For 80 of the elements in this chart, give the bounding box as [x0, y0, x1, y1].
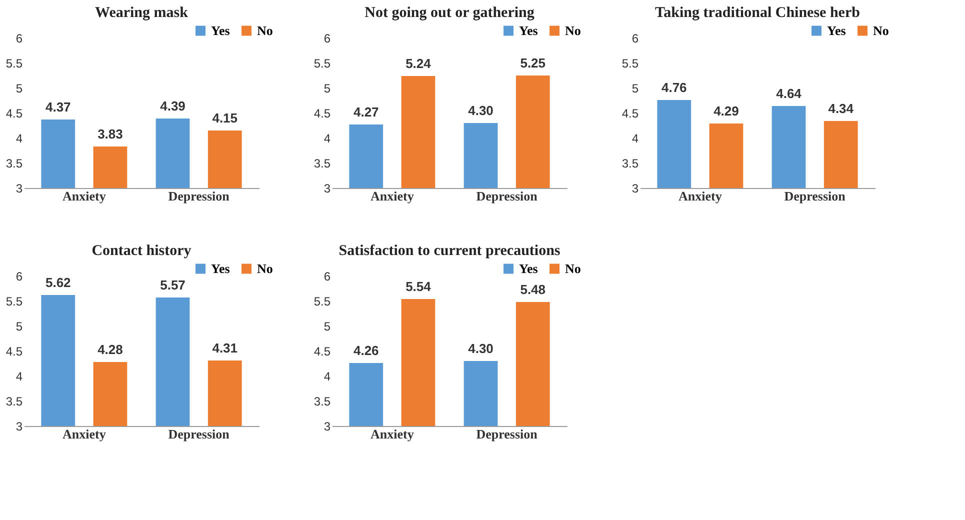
legend-label: No: [257, 22, 273, 38]
y-tick-label: 3.5: [622, 156, 639, 170]
y-tick-label: 5.5: [314, 294, 331, 308]
data-label: 5.24: [406, 56, 432, 71]
y-tick-label: 4.5: [314, 106, 331, 120]
y-tick-label: 6: [632, 32, 639, 46]
data-label: 4.26: [353, 343, 379, 358]
legend-label: No: [565, 22, 581, 38]
legend-label: No: [565, 260, 581, 276]
y-tick-label: 5: [324, 82, 331, 96]
data-label: 4.29: [714, 104, 739, 118]
y-tick-label: 3.5: [314, 394, 331, 408]
y-tick-label: 3.5: [314, 156, 331, 170]
legend-label: No: [257, 260, 273, 276]
data-label: 5.25: [520, 56, 546, 70]
x-tick-label: Depression: [168, 188, 230, 204]
data-label: 4.30: [468, 103, 494, 118]
y-tick-label: 5.5: [622, 56, 639, 70]
y-tick-label: 6: [324, 270, 331, 284]
chart-title: Satisfaction to current precautions: [338, 243, 560, 259]
data-label: 4.39: [160, 98, 186, 114]
data-label: 4.76: [661, 80, 687, 95]
chart-title: Not going out or gathering: [364, 5, 535, 21]
y-tick-label: 5: [324, 320, 331, 334]
data-label: 4.30: [468, 341, 494, 356]
y-tick-label: 4: [16, 132, 23, 146]
chart-title: Wearing mask: [95, 5, 189, 21]
y-tick-label: 3.5: [6, 156, 23, 170]
y-tick-label: 4: [324, 132, 331, 146]
y-tick-label: 3.5: [6, 394, 23, 408]
x-tick-label: Anxiety: [370, 426, 414, 442]
y-tick-label: 4: [632, 132, 639, 146]
y-tick-label: 4.5: [622, 106, 639, 120]
x-tick-label: Anxiety: [678, 188, 722, 204]
x-tick-label: Depression: [784, 188, 846, 204]
y-tick-label: 6: [16, 270, 23, 284]
y-tick-label: 5.5: [6, 294, 23, 308]
y-tick-label: 3: [16, 420, 23, 434]
data-label: 4.64: [776, 86, 802, 101]
legend-label: Yes: [519, 22, 538, 38]
data-label: 5.62: [45, 275, 71, 290]
data-label: 4.28: [98, 342, 123, 357]
y-tick-label: 6: [324, 32, 331, 46]
x-tick-label: Anxiety: [62, 426, 106, 442]
legend-label: Yes: [211, 260, 230, 276]
x-tick-label: Depression: [476, 426, 538, 442]
y-tick-label: 5: [16, 320, 23, 334]
y-tick-label: 5: [16, 82, 23, 96]
x-tick-label: Anxiety: [370, 188, 414, 204]
legend-label: No: [873, 22, 889, 38]
y-tick-label: 4.5: [314, 344, 331, 358]
legend-label: Yes: [519, 260, 538, 276]
y-tick-label: 3: [324, 420, 331, 434]
x-tick-label: Depression: [476, 188, 538, 204]
data-label: 4.27: [353, 104, 379, 120]
data-label: 5.57: [160, 278, 186, 292]
y-tick-label: 3: [324, 182, 331, 196]
y-tick-label: 5.5: [6, 56, 23, 70]
y-tick-label: 6: [16, 32, 23, 46]
chart-title: Taking traditional Chinese herb: [655, 5, 860, 21]
data-label: 5.54: [406, 279, 432, 294]
legend-label: Yes: [211, 22, 230, 38]
y-tick-label: 5: [632, 82, 639, 96]
y-tick-label: 4: [16, 370, 23, 384]
x-tick-label: Depression: [168, 426, 230, 442]
y-tick-label: 3: [632, 182, 639, 196]
data-label: 4.15: [212, 110, 238, 126]
y-tick-label: 5.5: [314, 56, 331, 70]
data-label: 5.48: [520, 282, 546, 297]
data-label: 4.37: [45, 100, 71, 114]
y-tick-label: 4.5: [6, 344, 23, 358]
data-label: 4.31: [212, 340, 238, 356]
y-tick-label: 4.5: [6, 106, 23, 120]
y-tick-label: 4: [324, 370, 331, 384]
x-tick-label: Anxiety: [62, 188, 106, 204]
y-tick-label: 3: [16, 182, 23, 196]
chart-title: Contact history: [92, 243, 192, 259]
legend-label: Yes: [827, 22, 846, 38]
data-label: 3.83: [98, 126, 123, 142]
data-label: 4.34: [828, 101, 854, 116]
